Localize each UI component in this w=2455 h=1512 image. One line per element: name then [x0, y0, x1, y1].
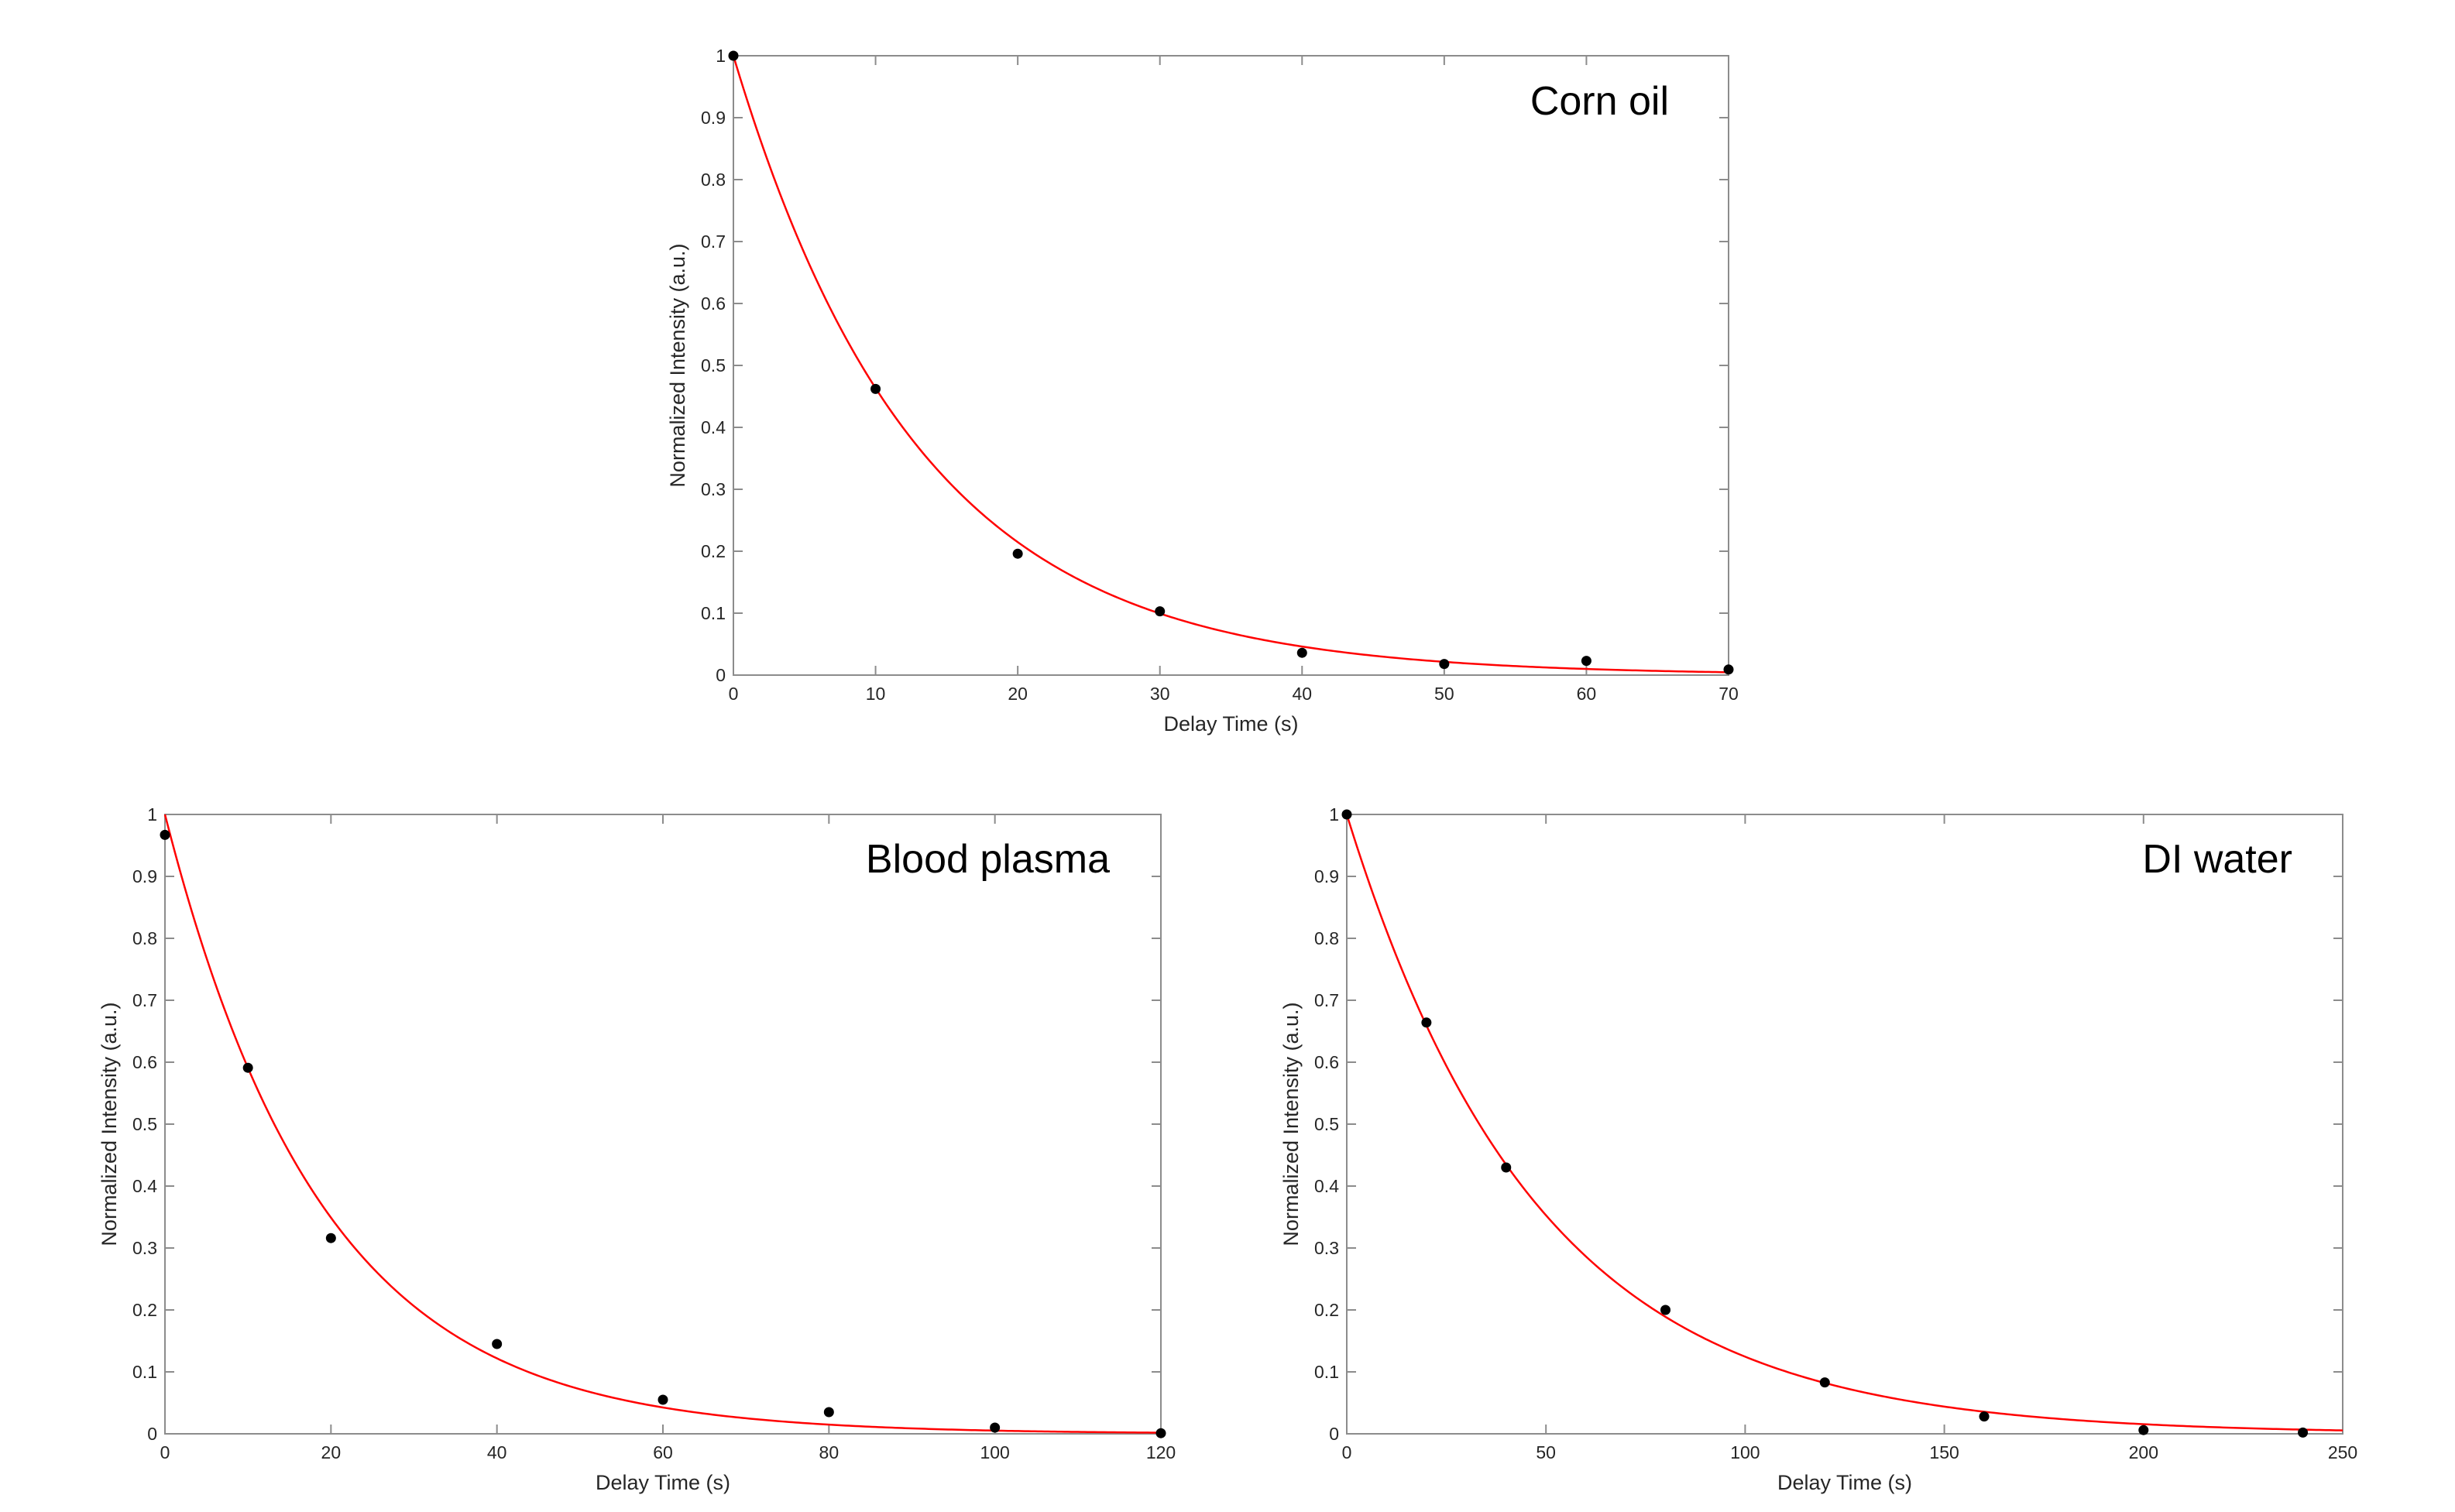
data-point: [1819, 1377, 1830, 1388]
data-point: [990, 1422, 1001, 1433]
y-tick-label: 0.8: [132, 928, 157, 948]
plot-area-box: [1346, 814, 2343, 1435]
x-tick-label: 100: [1730, 1442, 1760, 1462]
x-tick-label: 0: [729, 684, 739, 704]
x-tick-label: 200: [2129, 1442, 2158, 1462]
x-tick-label: 50: [1536, 1442, 1556, 1462]
y-tick-label: 0.6: [132, 1052, 157, 1072]
data-point: [2298, 1427, 2309, 1438]
y-tick-label: 0.9: [132, 866, 157, 886]
data-point: [1012, 548, 1023, 559]
x-tick-label: 40: [1292, 684, 1312, 704]
y-tick-label: 0.4: [132, 1176, 157, 1196]
y-tick-label: 0.2: [701, 541, 726, 561]
chart-title: DI water: [2142, 837, 2292, 882]
x-tick-label: 70: [1718, 684, 1739, 704]
y-tick-label: 0.6: [1314, 1052, 1339, 1072]
chart-corn-oil: 0 10 20 30 40 50 60 70 0 0.1 0.2 0.3 0.4 0.5 0.6 0.7 0.8…: [666, 46, 1739, 735]
y-tick-label: 0.9: [1314, 866, 1339, 886]
data-point: [658, 1394, 668, 1405]
x-tick-label: 50: [1434, 684, 1454, 704]
x-tick-label: 60: [653, 1442, 673, 1462]
y-tick-label: 0: [147, 1424, 157, 1444]
data-point: [1439, 659, 1450, 670]
x-tick-label: 80: [819, 1442, 840, 1462]
data-point: [1660, 1305, 1671, 1315]
chart-blood-plasma: 0 20 40 60 80 100 120 0 0.1 0.2 0.3 0.4 0.5 0.6 0.7 0.8…: [98, 804, 1176, 1494]
data-point: [160, 829, 170, 840]
chart-title: Corn oil: [1530, 79, 1669, 124]
y-axis-label: Normalized Intensity (a.u.): [98, 1002, 121, 1246]
y-tick-label: 0.1: [701, 603, 726, 623]
data-point: [492, 1339, 503, 1349]
y-tick-label: 0: [716, 665, 726, 685]
x-tick-label: 150: [1929, 1442, 1959, 1462]
data-point: [1723, 664, 1734, 675]
x-tick-label: 100: [980, 1442, 1009, 1462]
y-tick-label: 0.2: [132, 1300, 157, 1320]
fit-curve: [732, 55, 1729, 674]
x-tick-label: 0: [1342, 1442, 1352, 1462]
y-tick-label: 0.7: [1314, 990, 1339, 1010]
y-tick-label: 0.8: [1314, 928, 1339, 948]
y-tick-label: 0.1: [1314, 1362, 1339, 1382]
data-point: [2138, 1425, 2149, 1435]
chart-title: Blood plasma: [866, 837, 1110, 882]
plot-area-box: [164, 814, 1162, 1435]
y-tick-label: 0.9: [701, 108, 726, 128]
y-tick-label: 0.1: [132, 1362, 157, 1382]
data-point: [1501, 1162, 1512, 1173]
y-tick-label: 0.3: [132, 1238, 157, 1258]
y-tick-label: 0.7: [701, 231, 726, 252]
data-point: [823, 1407, 834, 1418]
data-point: [1155, 606, 1166, 617]
data-point: [870, 383, 881, 394]
y-axis-label: Normalized Intensity (a.u.): [666, 243, 689, 487]
x-tick-label: 250: [2328, 1442, 2357, 1462]
y-tick-label: 0.5: [701, 355, 726, 375]
data-point: [242, 1062, 253, 1073]
data-point: [1581, 656, 1591, 667]
data-point: [1421, 1017, 1432, 1028]
x-tick-label: 0: [160, 1442, 170, 1462]
y-tick-label: 0.5: [1314, 1114, 1339, 1134]
x-tick-label: 60: [1577, 684, 1597, 704]
data-point: [325, 1233, 336, 1243]
y-tick-label: 1: [1329, 804, 1339, 825]
y-tick-label: 0.7: [132, 990, 157, 1010]
x-axis-label: Delay Time (s): [1777, 1471, 1912, 1494]
x-tick-label: 120: [1146, 1442, 1176, 1462]
y-tick-label: 0: [1329, 1424, 1339, 1444]
y-tick-label: 1: [147, 804, 157, 825]
chart-di-water: 0 50 100 150 200 250 0 0.1 0.2 0.3 0.4 0.5 0.6 0.7 0.8…: [1279, 804, 2357, 1494]
x-tick-label: 10: [866, 684, 886, 704]
data-point: [1155, 1428, 1166, 1438]
y-axis-label: Normalized Intensity (a.u.): [1279, 1002, 1303, 1246]
y-tick-label: 0.2: [1314, 1300, 1339, 1320]
data-point: [728, 50, 739, 61]
y-tick-label: 0.4: [1314, 1176, 1339, 1196]
y-tick-label: 0.3: [1314, 1238, 1339, 1258]
x-axis-label: Delay Time (s): [1163, 712, 1298, 735]
y-tick-label: 0.4: [701, 417, 726, 437]
fit-curve: [1345, 814, 2343, 1431]
y-tick-label: 0.8: [701, 170, 726, 190]
plot-area-box: [733, 55, 1729, 676]
x-tick-label: 40: [487, 1442, 507, 1462]
data-point: [1296, 647, 1307, 658]
data-point: [1979, 1411, 1990, 1422]
x-tick-label: 20: [1008, 684, 1028, 704]
data-point: [1341, 809, 1352, 820]
y-tick-label: 1: [716, 46, 726, 66]
fit-curve: [163, 814, 1162, 1434]
y-tick-label: 0.3: [701, 479, 726, 499]
y-tick-label: 0.6: [701, 293, 726, 314]
x-tick-label: 20: [321, 1442, 342, 1462]
y-tick-label: 0.5: [132, 1114, 157, 1134]
x-tick-label: 30: [1150, 684, 1170, 704]
x-axis-label: Delay Time (s): [596, 1471, 730, 1494]
